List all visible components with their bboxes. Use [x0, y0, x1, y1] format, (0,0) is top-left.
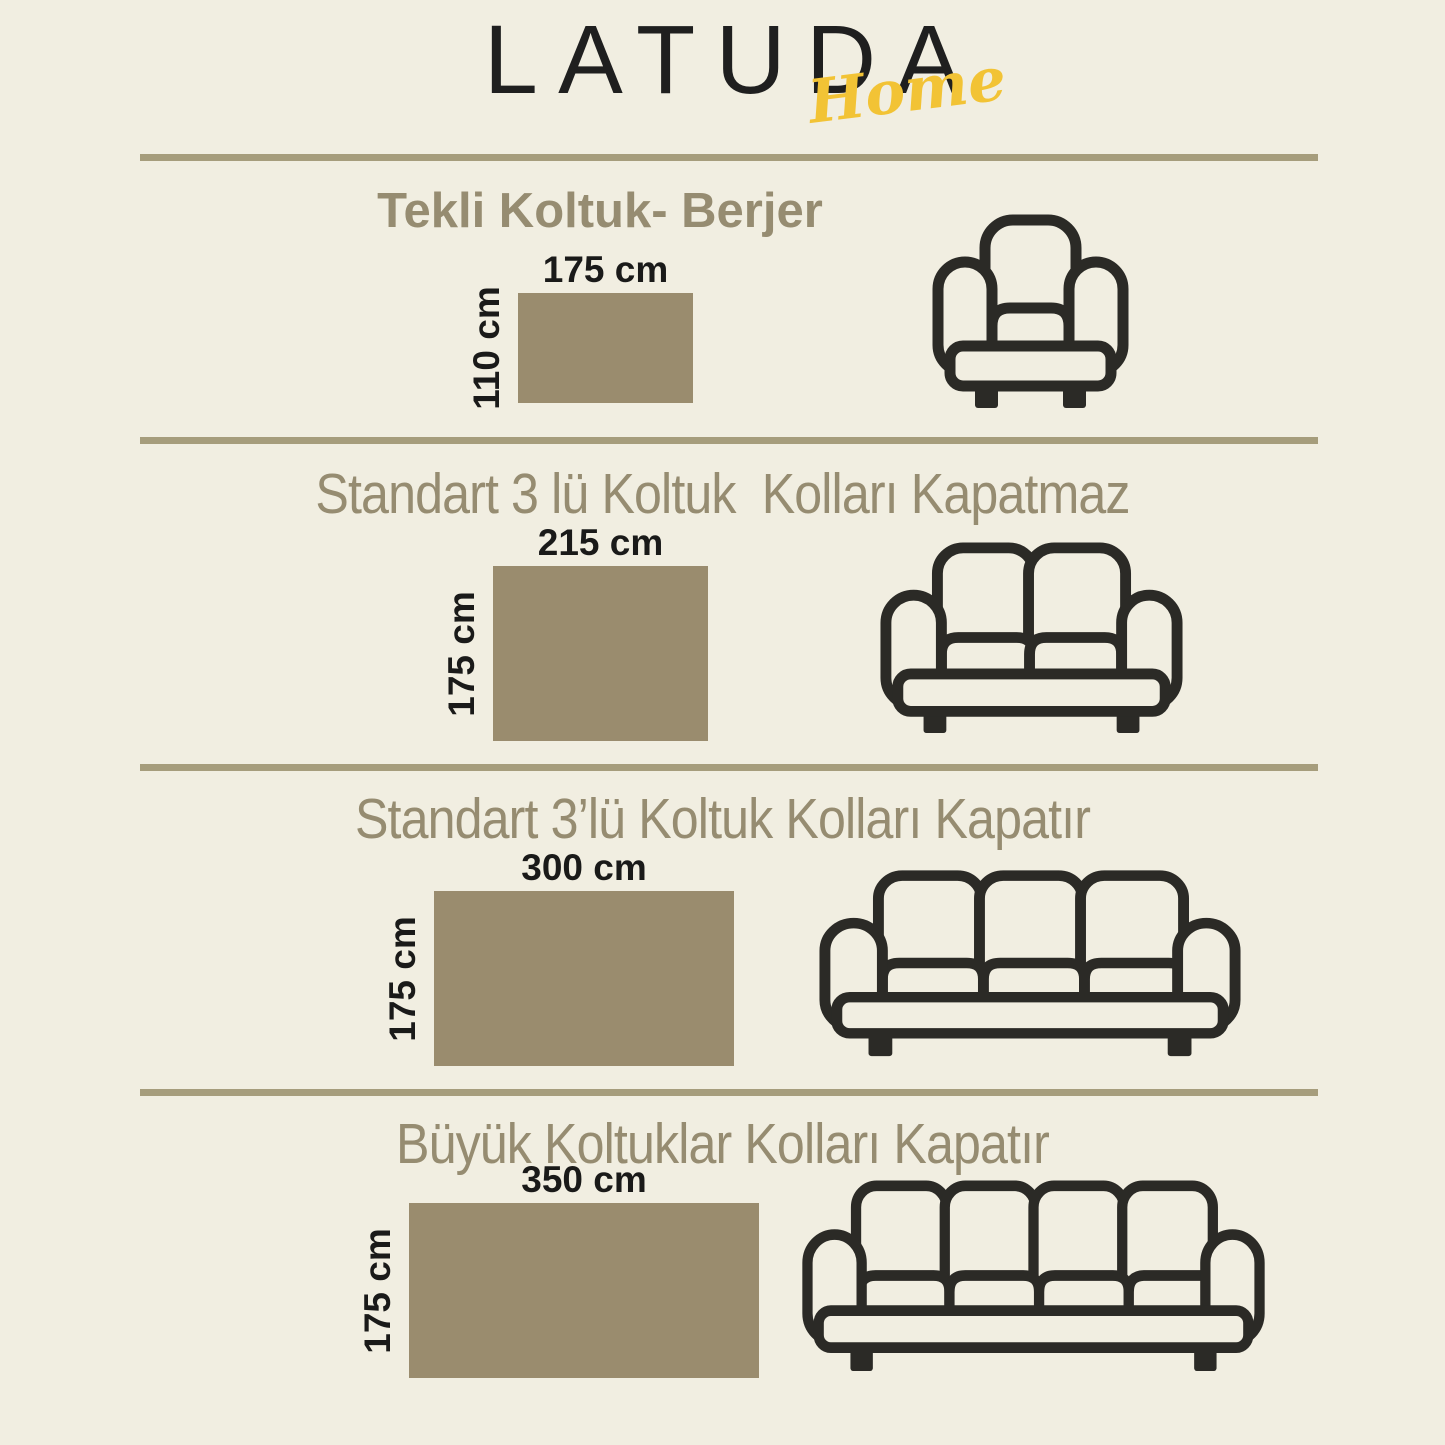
section-sofa-3-seat: Standart 3’lü Koltuk Kolları Kapatır 300…	[0, 768, 1445, 1089]
width-label: 350 cm	[521, 1159, 647, 1200]
cover-rectangle	[493, 566, 708, 741]
width-label: 215 cm	[537, 522, 664, 563]
cover-size-figure: 175 cm 110 cm	[466, 249, 693, 410]
section-sofa-4-seat: Büyük Koltuklar Kolları Kapatır 350 cm 1…	[0, 1093, 1445, 1445]
section-title: Standart 3’lü Koltuk Kolları Kapatır	[354, 787, 1091, 851]
brand-logo: LATUDA	[483, 5, 982, 114]
section-title: Büyük Koltuklar Kolları Kapatır	[395, 1112, 1050, 1176]
divider	[140, 764, 1318, 771]
sofa-4-seat-icon	[802, 1180, 1265, 1372]
cover-size-figure: 215 cm 175 cm	[441, 522, 708, 741]
armchair-icon	[932, 214, 1129, 408]
width-label: 300 cm	[521, 847, 647, 888]
cover-size-figure: 350 cm 175 cm	[357, 1159, 759, 1378]
section-title: Standart 3 lü Koltuk Kolları Kapatmaz	[315, 462, 1130, 526]
divider	[140, 154, 1318, 161]
cover-rectangle	[434, 891, 734, 1066]
section-sofa-2-seat: Standart 3 lü Koltuk Kolları Kapatmaz 21…	[0, 441, 1445, 764]
cover-rectangle	[409, 1203, 759, 1378]
divider	[140, 437, 1318, 444]
sofa-2-seat-icon	[880, 542, 1183, 734]
height-label: 175 cm	[357, 1227, 398, 1354]
section-armchair: Tekli Koltuk- Berjer 175 cm 110 cm	[0, 157, 1445, 437]
cover-size-figure: 300 cm 175 cm	[382, 847, 734, 1066]
cover-rectangle	[518, 293, 693, 403]
divider	[140, 1089, 1318, 1096]
height-label: 175 cm	[441, 590, 482, 717]
width-label: 175 cm	[542, 249, 669, 290]
sofa-3-seat-icon	[819, 870, 1241, 1057]
height-label: 175 cm	[382, 915, 423, 1042]
section-title: Tekli Koltuk- Berjer	[377, 184, 823, 238]
height-label: 110 cm	[466, 286, 507, 410]
